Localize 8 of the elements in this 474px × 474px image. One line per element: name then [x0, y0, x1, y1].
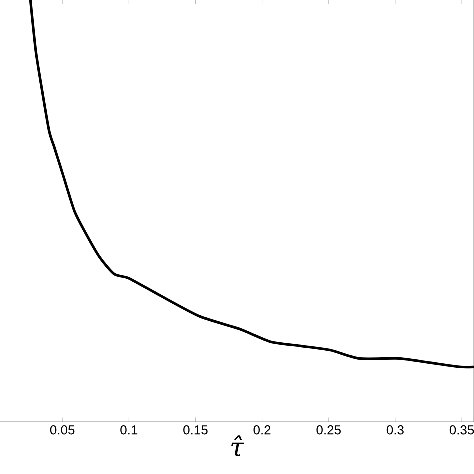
x-tick-label: 0.2 — [254, 426, 271, 435]
x-tick-label: 0.3 — [386, 426, 404, 435]
x-tick-label: 0.1 — [120, 426, 138, 435]
x-tick-label: 0.35 — [450, 426, 474, 435]
x-tick-label: 0.15 — [184, 426, 208, 435]
x-tick-label: 0.05 — [50, 426, 75, 435]
x-axis-title: τ̂ — [232, 436, 245, 457]
x-tick-label: 0.25 — [316, 426, 341, 435]
